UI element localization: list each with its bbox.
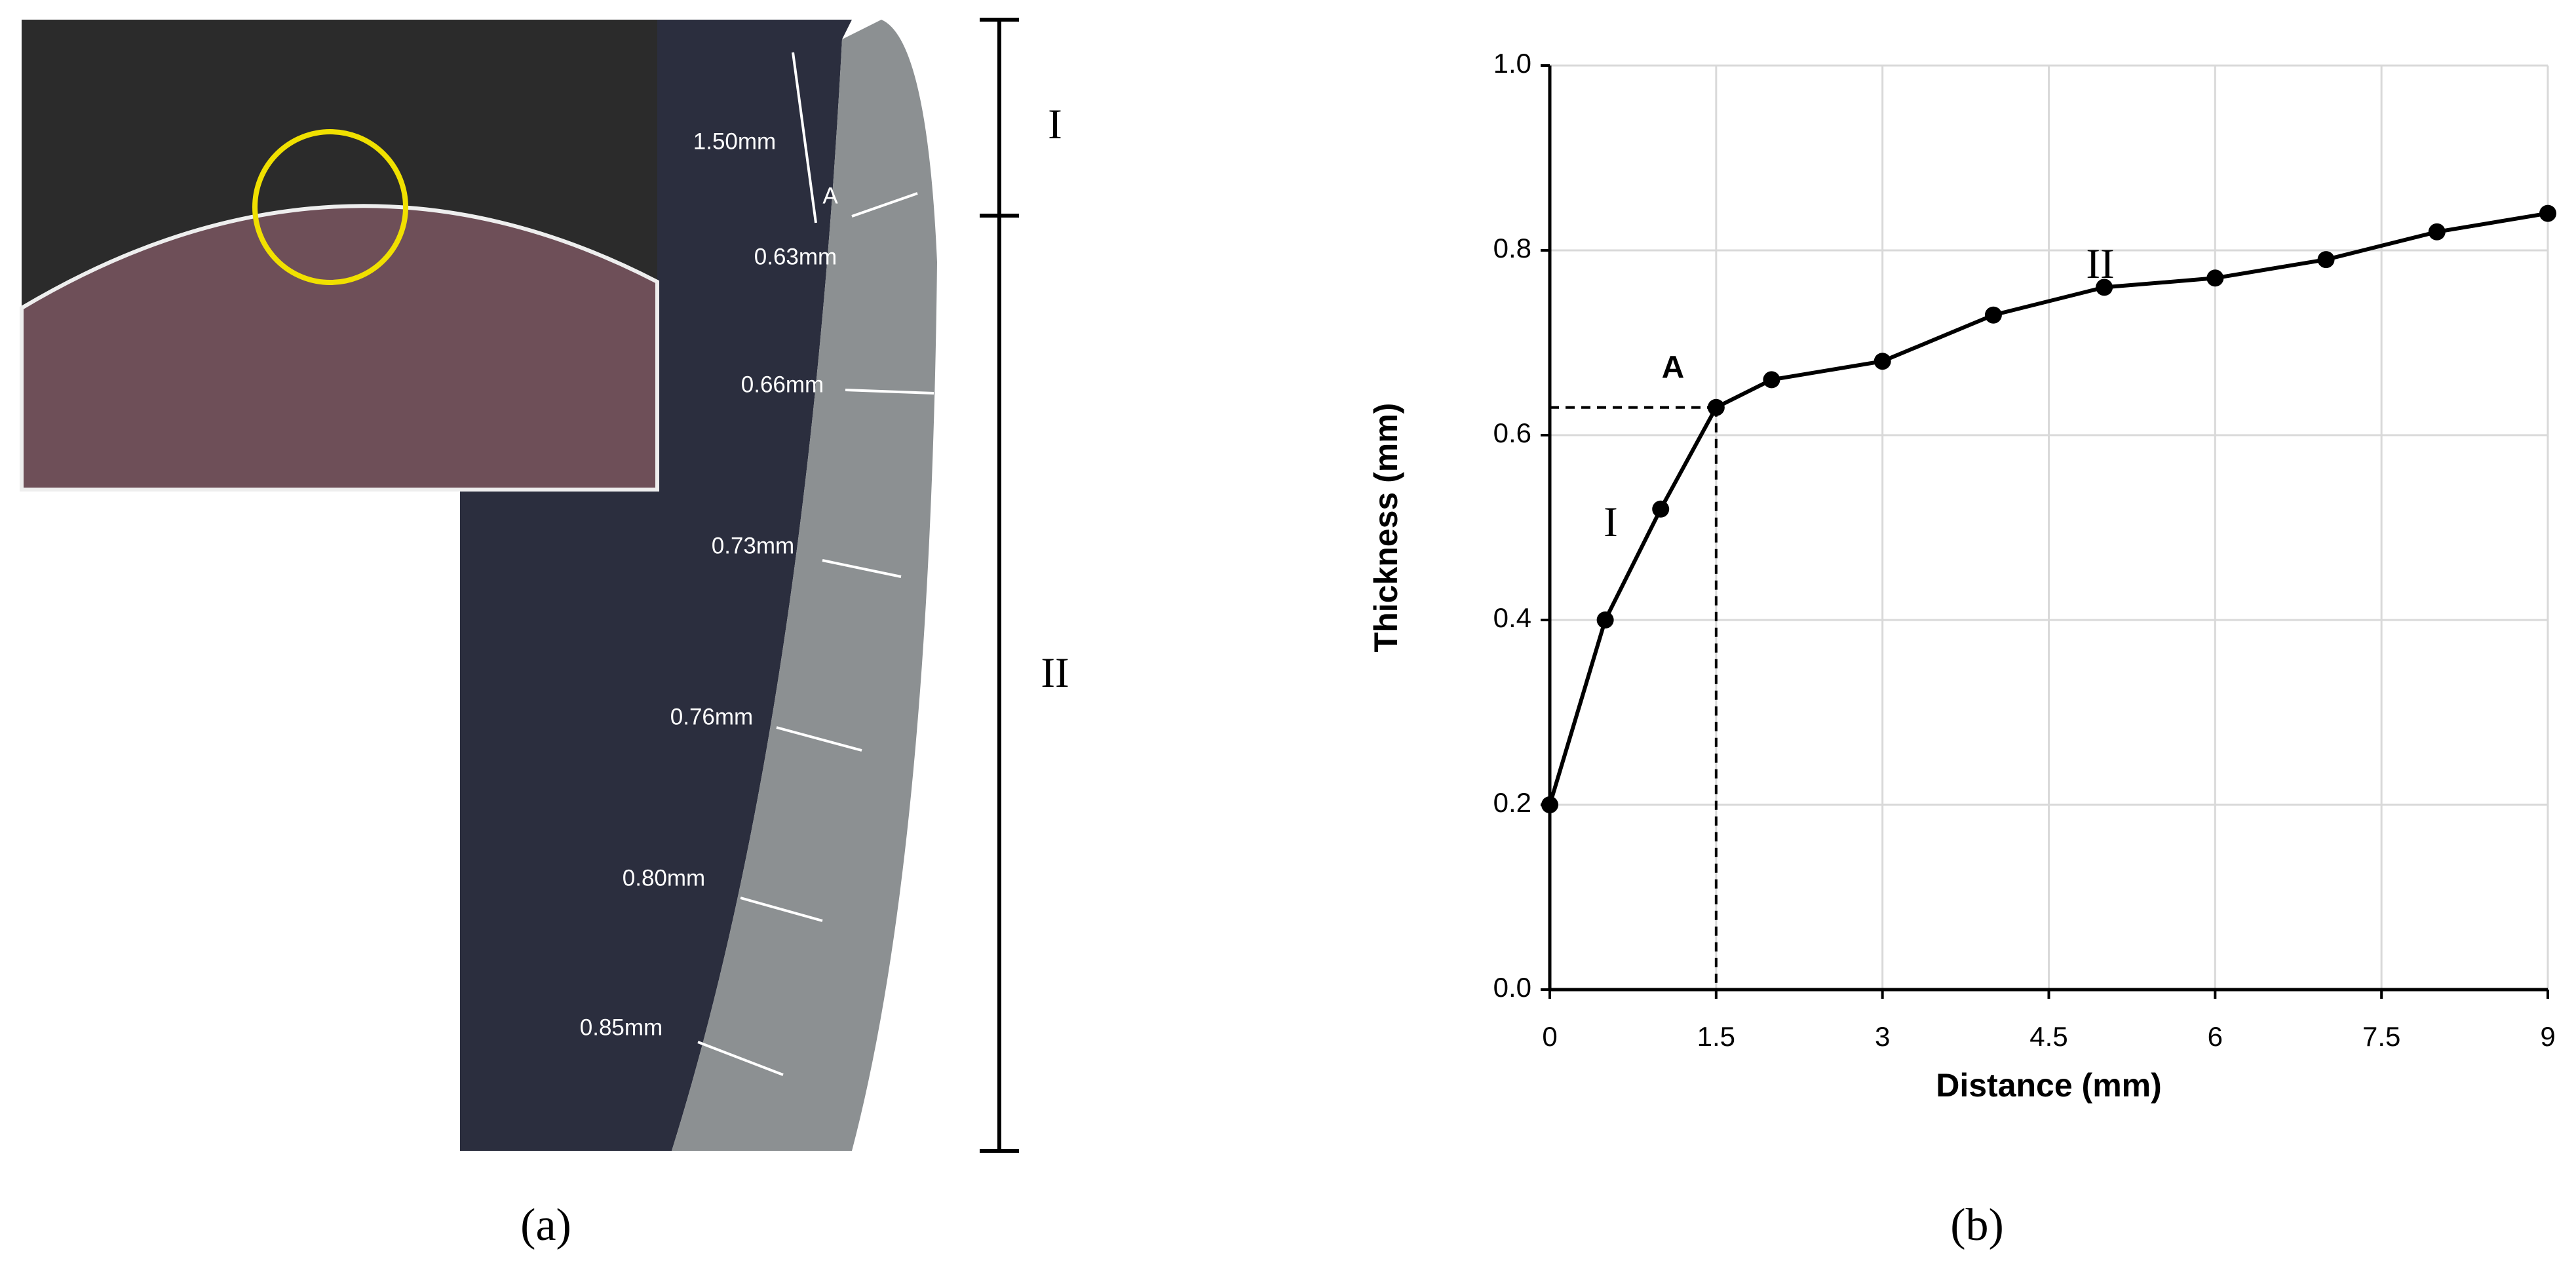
measurement-label: 0.76mm [670, 704, 753, 729]
y-tick-label: 0.6 [1493, 417, 1531, 448]
data-point [1984, 306, 2002, 324]
x-tick-label: 3 [1875, 1021, 1890, 1052]
data-point [1541, 796, 1558, 813]
highlight-circle [252, 129, 408, 285]
annotation: A [1662, 351, 1685, 385]
y-tick-label: 0.4 [1493, 602, 1531, 633]
x-tick-label: 1.5 [1697, 1021, 1735, 1052]
data-point [1707, 398, 1725, 416]
measurement-label: 0.73mm [712, 533, 794, 558]
data-point [2096, 279, 2113, 296]
data-point [1874, 353, 1891, 370]
annotation: II [2086, 241, 2114, 288]
data-point [1596, 611, 1614, 628]
x-tick-label: 6 [2208, 1021, 2223, 1052]
x-tick-label: 7.5 [2362, 1021, 2400, 1052]
x-axis-title: Distance (mm) [1936, 1067, 2162, 1104]
zone-scale [980, 18, 1019, 1153]
measurement-label: 0.63mm [754, 244, 837, 269]
photo-panel: 1.50mm A 0.63mm 0.66mm 0.73mm 0.76mm 0.8… [20, 18, 1069, 1250]
chart: 0.0 0.2 0.4 0.6 0.8 1.0 0 1.5 3 4.5 6 7.5 9 Distance … [1368, 48, 2556, 1104]
data-point [1652, 500, 1670, 518]
inset-specimen [20, 204, 659, 492]
zone-label: I [1048, 101, 1062, 148]
measurement-label: 1.50mm [693, 128, 776, 154]
data-point [2539, 204, 2556, 222]
data-point [2428, 223, 2446, 241]
point-label: A [822, 183, 838, 208]
panel-caption: (b) [1950, 1200, 2004, 1250]
data-line [1548, 211, 2548, 805]
panel-caption: (a) [520, 1200, 571, 1250]
x-tick-label: 4.5 [2029, 1021, 2067, 1052]
y-tick-label: 0.0 [1493, 972, 1531, 1003]
y-tick-label: 0.2 [1493, 787, 1531, 818]
annotation: I [1604, 499, 1618, 546]
data-point [1763, 371, 1780, 389]
measurement-label: 0.85mm [580, 1015, 663, 1040]
measurement-label: 0.80mm [623, 865, 705, 891]
y-tick-label: 1.0 [1493, 48, 1531, 79]
y-axis-title: Thickness (mm) [1368, 403, 1404, 653]
measurement-label: 0.66mm [741, 372, 824, 397]
data-point [2317, 251, 2335, 269]
y-tick-label: 0.8 [1493, 233, 1531, 263]
data-point [2206, 269, 2224, 287]
zone-label: II [1041, 649, 1069, 697]
specimen-band [672, 20, 937, 1151]
x-tick-label: 0 [1542, 1021, 1557, 1052]
measurement-lines [697, 52, 934, 1076]
x-tick-label: 9 [2540, 1021, 2555, 1052]
